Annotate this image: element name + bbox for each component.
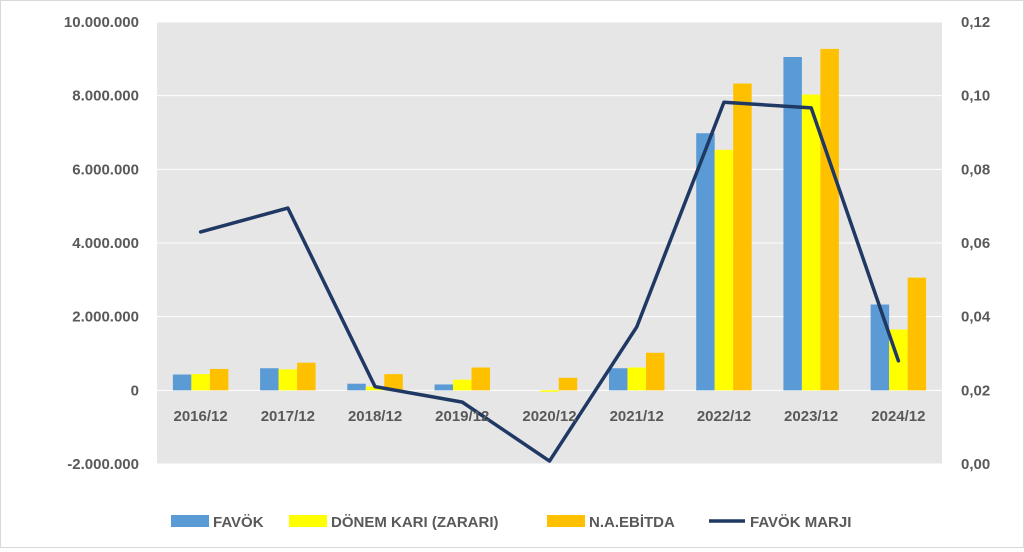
x-axis-ticks: 2016/12 2017/12 2018/12 2019/12 2020/12 2021/… xyxy=(173,408,925,425)
right-axis-tick-label: 0,10 xyxy=(961,88,990,105)
legend: FAVÖK DÖNEM KARI (ZARARI) N.A.EBİTDA FAV… xyxy=(171,514,851,531)
bar-d-nem-kari-zarari--1 xyxy=(279,369,298,390)
x-axis-tick-label: 2019/12 xyxy=(435,408,489,425)
left-axis-tick-label: 4.000.000 xyxy=(72,235,139,252)
bar-fav-k-5 xyxy=(609,368,628,390)
bar-fav-k-1 xyxy=(260,368,279,390)
x-axis-tick-label: 2023/12 xyxy=(784,408,838,425)
legend-label-na-ebitda: N.A.EBİTDA xyxy=(589,514,675,531)
bar-fav-k-8 xyxy=(871,305,890,391)
legend-item-na-ebitda: N.A.EBİTDA xyxy=(547,514,675,531)
left-axis-tick-label: 10.000.000 xyxy=(64,14,139,31)
left-axis-tick-label: 6.000.000 xyxy=(72,161,139,178)
right-axis-ticks: 0,12 0,10 0,08 0,06 0,04 0,02 0,00 xyxy=(961,14,991,473)
x-axis-tick-label: 2018/12 xyxy=(348,408,402,425)
legend-label-favok: FAVÖK xyxy=(213,514,264,531)
bar-n-a-ebi-tda-3 xyxy=(472,367,491,390)
legend-item-favok-marji: FAVÖK MARJI xyxy=(709,514,851,531)
x-axis-tick-label: 2024/12 xyxy=(871,408,925,425)
bar-n-a-ebi-tda-0 xyxy=(210,369,229,390)
bar-n-a-ebi-tda-4 xyxy=(559,378,578,391)
bar-fav-k-0 xyxy=(173,374,192,390)
left-axis-tick-label: 0 xyxy=(131,382,139,399)
x-axis-tick-label: 2016/12 xyxy=(173,408,227,425)
bar-d-nem-kari-zarari--0 xyxy=(191,374,210,390)
x-axis-tick-label: 2021/12 xyxy=(610,408,664,425)
right-axis-tick-label: 0,04 xyxy=(961,309,991,326)
bar-fav-k-3 xyxy=(435,384,454,390)
bar-d-nem-kari-zarari--4 xyxy=(540,390,559,391)
right-axis-tick-label: 0,00 xyxy=(961,456,990,473)
x-axis-tick-label: 2020/12 xyxy=(522,408,576,425)
bar-n-a-ebi-tda-5 xyxy=(646,353,665,391)
legend-swatch-na-ebitda xyxy=(547,515,585,527)
x-axis-tick-label: 2022/12 xyxy=(697,408,751,425)
left-axis-ticks: 10.000.000 8.000.000 6.000.000 4.000.000 2.0… xyxy=(64,14,139,473)
legend-item-donem-kari: DÖNEM KARI (ZARARI) xyxy=(289,514,498,531)
right-axis-tick-label: 0,02 xyxy=(961,382,990,399)
right-axis-tick-label: 0,06 xyxy=(961,235,990,252)
bar-d-nem-kari-zarari--5 xyxy=(627,367,646,390)
left-axis-tick-label: 8.000.000 xyxy=(72,88,139,105)
x-axis-tick-label: 2017/12 xyxy=(261,408,315,425)
bar-n-a-ebi-tda-1 xyxy=(297,363,316,391)
legend-item-favok: FAVÖK xyxy=(171,514,264,531)
bar-d-nem-kari-zarari--6 xyxy=(715,150,734,391)
left-axis-tick-label: -2.000.000 xyxy=(67,456,139,473)
right-axis-tick-label: 0,08 xyxy=(961,161,990,178)
legend-swatch-donem-kari xyxy=(289,515,327,527)
legend-swatch-favok xyxy=(171,515,209,527)
legend-label-donem-kari: DÖNEM KARI (ZARARI) xyxy=(331,514,498,531)
left-axis-tick-label: 2.000.000 xyxy=(72,309,139,326)
bar-n-a-ebi-tda-7 xyxy=(820,49,839,390)
bar-n-a-ebi-tda-8 xyxy=(908,278,927,391)
bar-d-nem-kari-zarari--3 xyxy=(453,380,472,391)
bar-n-a-ebi-tda-6 xyxy=(733,84,752,391)
bar-fav-k-6 xyxy=(696,133,715,390)
bar-d-nem-kari-zarari--7 xyxy=(802,95,821,391)
legend-label-favok-marji: FAVÖK MARJI xyxy=(750,514,851,531)
right-axis-tick-label: 0,12 xyxy=(961,14,990,31)
bar-fav-k-2 xyxy=(347,384,366,391)
